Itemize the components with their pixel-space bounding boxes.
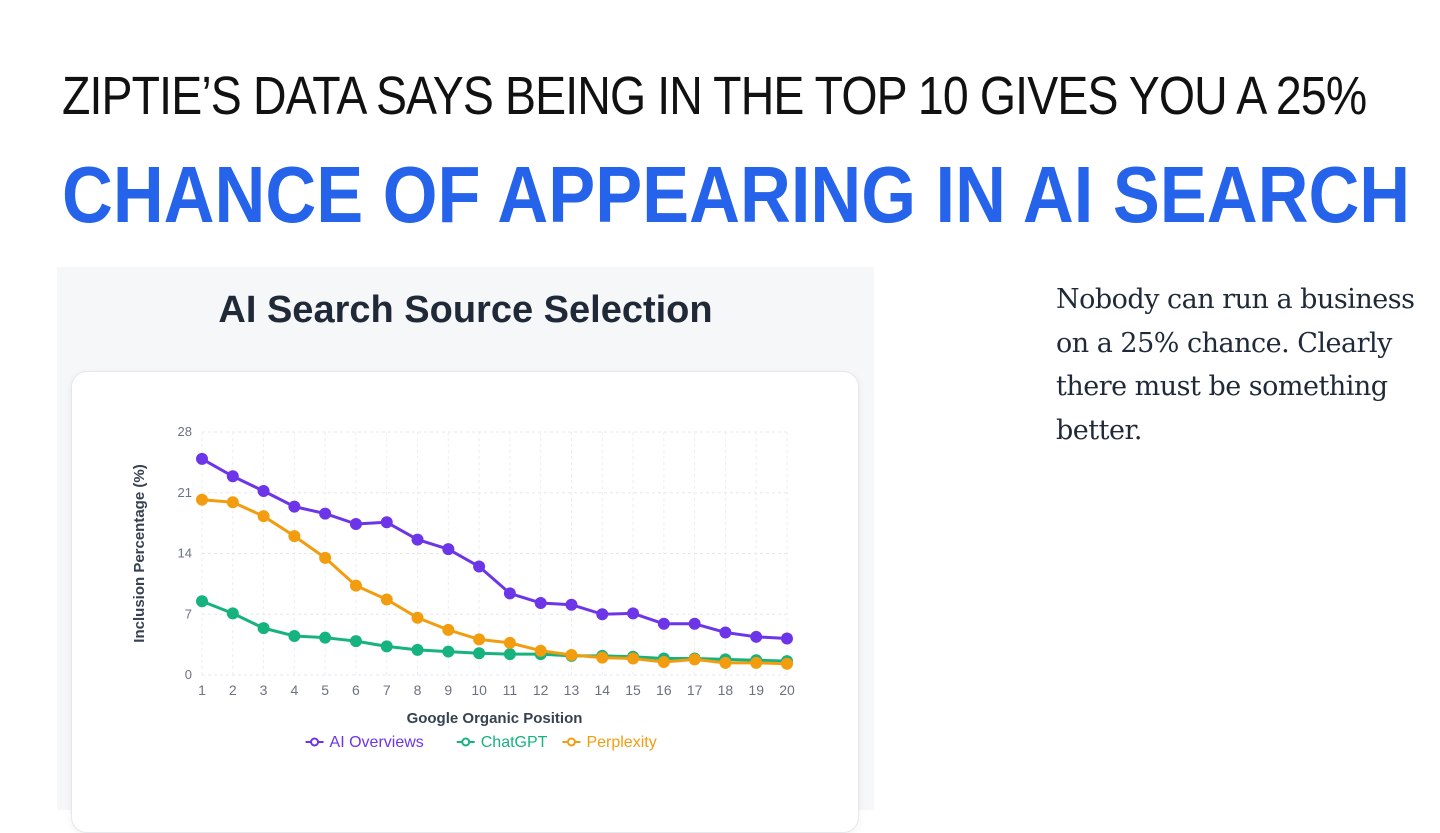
data-point-ai-overviews (196, 452, 208, 465)
data-point-ai-overviews (719, 626, 732, 639)
x-tick-label: 2 (229, 682, 237, 698)
data-point-chatgpt (319, 631, 332, 644)
data-point-perplexity (688, 653, 701, 666)
x-tick-label: 11 (503, 682, 518, 698)
data-point-ai-overviews (627, 607, 640, 620)
chart-card: 0 7 14 21 28 1 2 3 4 5 6 7 8 9 10 11 12 13 14 15 16 17 18 19 20 G… (71, 371, 859, 833)
data-point-perplexity (226, 496, 239, 509)
legend-label-chatgpt: ChatGPT (481, 734, 548, 751)
data-point-chatgpt (411, 643, 424, 656)
data-point-ai-overviews (688, 617, 701, 630)
data-point-perplexity (196, 493, 208, 506)
data-point-chatgpt (349, 635, 362, 648)
x-tick-label: 1 (198, 682, 206, 698)
data-point-perplexity (473, 633, 486, 646)
data-point-perplexity (288, 530, 301, 543)
y-tick-label: 28 (178, 424, 192, 439)
x-tick-label: 6 (352, 682, 360, 698)
body-text: Nobody can run a business on a 25% chanc… (1056, 284, 1415, 446)
headline-line-2: CHANCE OF APPEARING IN AI SEARCH (62, 150, 1411, 239)
data-point-chatgpt (257, 622, 270, 635)
data-point-ai-overviews (319, 507, 332, 520)
data-point-chatgpt (196, 595, 208, 608)
data-point-ai-overviews (657, 617, 670, 630)
data-point-perplexity (319, 551, 332, 564)
data-point-perplexity (380, 593, 393, 606)
data-point-chatgpt (473, 647, 486, 660)
data-point-perplexity (750, 656, 763, 669)
data-point-ai-overviews (596, 608, 609, 621)
data-point-ai-overviews (781, 632, 793, 645)
data-point-perplexity (349, 579, 362, 592)
data-point-ai-overviews (257, 485, 270, 498)
data-point-perplexity (503, 636, 516, 649)
data-point-perplexity (411, 611, 424, 624)
data-point-ai-overviews (411, 533, 424, 546)
x-tick-label: 10 (471, 682, 487, 698)
headline-line-1: ZIPTIE’S DATA SAYS BEING IN THE TOP 10 G… (62, 66, 1367, 126)
x-tick-label: 19 (748, 682, 764, 698)
x-tick-label: 13 (564, 682, 580, 698)
series-line-chatgpt (200, 599, 789, 663)
y-tick-label: 21 (178, 485, 192, 500)
y-tick-label: 0 (185, 667, 192, 682)
data-point-ai-overviews (442, 543, 455, 556)
data-point-perplexity (534, 644, 547, 657)
data-point-ai-overviews (226, 470, 239, 483)
x-axis-label: Google Organic Position (407, 710, 583, 727)
data-point-ai-overviews (349, 517, 362, 530)
x-tick-label: 7 (383, 682, 391, 698)
x-tick-label: 4 (290, 682, 298, 698)
data-point-ai-overviews (473, 560, 486, 573)
data-point-perplexity (442, 623, 455, 636)
legend-label-perplexity: Perplexity (586, 734, 656, 751)
legend-marker-perplexity (566, 737, 576, 747)
chart-panel: AI Search Source Selection 0 7 14 21 28 1 2 3 4 5… (57, 267, 874, 833)
x-tick-label: 14 (594, 682, 610, 698)
legend-label-ai-overviews: AI Overviews (330, 734, 424, 751)
data-point-ai-overviews (565, 598, 578, 611)
y-tick-label: 7 (185, 606, 192, 621)
data-point-perplexity (657, 655, 670, 668)
x-tick-label: 17 (687, 682, 703, 698)
data-point-perplexity (565, 649, 578, 662)
x-tick-label: 9 (444, 682, 452, 698)
x-tick-label: 3 (260, 682, 268, 698)
data-point-perplexity (257, 510, 270, 523)
data-point-perplexity (596, 651, 609, 664)
x-tick-label: 18 (718, 682, 734, 698)
y-tick-label: 14 (178, 546, 192, 561)
data-point-chatgpt (380, 640, 393, 653)
data-point-ai-overviews (380, 516, 393, 529)
x-tick-label: 5 (321, 682, 329, 698)
data-point-perplexity (781, 657, 793, 670)
chart-title: AI Search Source Selection (218, 289, 713, 331)
data-point-chatgpt (226, 607, 239, 620)
x-tick-label: 20 (779, 682, 795, 698)
data-point-ai-overviews (503, 587, 516, 600)
data-point-perplexity (719, 656, 732, 669)
x-tick-label: 15 (625, 682, 641, 698)
data-point-chatgpt (442, 645, 455, 658)
x-tick-label: 8 (414, 682, 422, 698)
data-point-chatgpt (288, 629, 301, 642)
data-point-ai-overviews (534, 596, 547, 609)
x-tick-label: 12 (533, 682, 549, 698)
series-line-ai-overviews (200, 457, 789, 641)
data-point-perplexity (627, 652, 640, 665)
data-point-chatgpt (503, 648, 516, 661)
data-point-ai-overviews (750, 630, 763, 643)
legend-marker-ai-overviews (310, 737, 320, 747)
x-tick-label: 16 (656, 682, 672, 698)
y-axis-label: Inclusion Percentage (%) (131, 464, 148, 642)
data-point-ai-overviews (288, 500, 301, 513)
legend-marker-chatgpt (461, 737, 471, 747)
